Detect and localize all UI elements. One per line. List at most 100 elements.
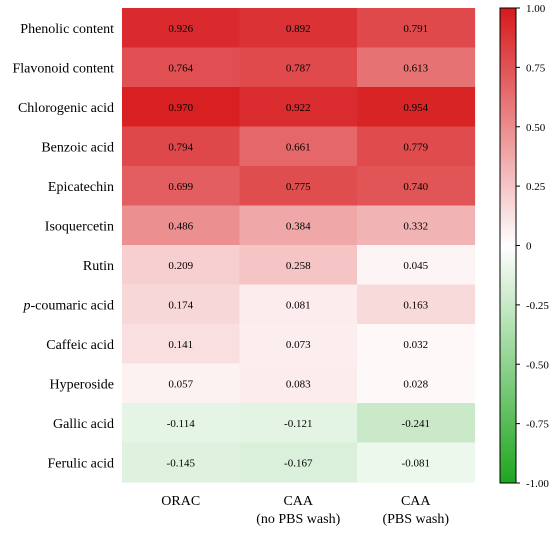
- cell-value-label: 0.613: [403, 62, 428, 74]
- cell-value-label: 0.163: [403, 299, 428, 311]
- row-label: Gallic acid: [53, 417, 114, 432]
- heatmap-cell: [122, 87, 241, 128]
- cell-value-label: 0.081: [286, 299, 311, 311]
- colorbar: 1.00 0.75 0.50 0.25 0 -0.25 -0.50 -0.75 -1.00: [499, 3, 549, 490]
- colorbar-tick-label: 1.00: [526, 3, 546, 15]
- heatmap-cell: [122, 126, 241, 167]
- row-labels: Phenolic content Flavonoid content Chlorog…: [13, 22, 115, 472]
- heatmap-cell: [122, 166, 241, 207]
- heatmap-cell: [357, 126, 476, 167]
- row-label: Chlorogenic acid: [18, 101, 114, 116]
- heatmap-cell: [357, 47, 476, 88]
- cell-value-label: 0.740: [403, 181, 428, 193]
- colorbar-gradient: [499, 7, 517, 484]
- heatmap-cell: [122, 324, 241, 365]
- cell-value-label: -0.145: [167, 457, 196, 469]
- heatmap-cell: [122, 363, 241, 404]
- heatmap-cell: [357, 403, 476, 444]
- colorbar-tick-label: 0: [526, 241, 532, 253]
- heatmap-cell: [239, 245, 358, 286]
- heatmap-cell: [357, 166, 476, 207]
- heatmap-cell: [239, 205, 358, 246]
- heatmap-cell: [239, 284, 358, 325]
- row-label: Epicatechin: [48, 180, 114, 195]
- colorbar-tick-label: -0.50: [526, 359, 549, 371]
- cell-value-label: 0.779: [403, 141, 428, 153]
- column-labels: ORAC CAA (no PBS wash) CAA (PBS wash): [161, 494, 449, 527]
- heatmap-cell: [239, 442, 358, 483]
- heatmap-cell: [239, 324, 358, 365]
- colorbar-tick-label: 0.75: [526, 62, 546, 74]
- cell-value-label: 0.332: [403, 220, 428, 232]
- cell-value-label: 0.384: [286, 220, 311, 232]
- cell-value-labels: 0.926 0.892 0.791 0.764 0.787 0.613 0.970 0.922…: [167, 23, 430, 470]
- heatmap-cell: [239, 87, 358, 128]
- heatmap-cell: [239, 8, 358, 49]
- cell-value-label: 0.970: [168, 102, 193, 114]
- cell-value-label: 0.791: [403, 23, 428, 35]
- cell-value-label: -0.121: [284, 418, 312, 430]
- heatmap-cell: [357, 284, 476, 325]
- cell-value-label: 0.926: [168, 23, 193, 35]
- heatmap-cell: [357, 442, 476, 483]
- heatmap-cell: [122, 403, 241, 444]
- column-label-subtitle: (no PBS wash): [256, 512, 340, 527]
- column-label: CAA: [283, 494, 313, 509]
- heatmap-cell: [239, 126, 358, 167]
- row-label: Caffeic acid: [46, 338, 114, 353]
- cell-value-label: 0.258: [286, 260, 311, 272]
- cell-value-label: 0.699: [168, 181, 193, 193]
- cell-value-label: 0.954: [403, 102, 428, 114]
- heatmap-cell: [357, 245, 476, 286]
- cell-value-label: -0.167: [284, 457, 313, 469]
- row-label: Phenolic content: [20, 22, 114, 37]
- heatmap-cell: [122, 284, 241, 325]
- colorbar-tick-label: -1.00: [526, 478, 549, 490]
- column-label-subtitle: (PBS wash): [382, 512, 449, 527]
- cell-value-label: 0.032: [403, 339, 428, 351]
- cell-value-label: 0.661: [286, 141, 311, 153]
- cell-value-label: -0.114: [167, 418, 196, 430]
- cell-value-label: 0.057: [168, 378, 193, 390]
- heatmap-cell: [122, 245, 241, 286]
- colorbar-tick-label: -0.25: [526, 300, 549, 312]
- row-label: Hyperoside: [49, 377, 114, 392]
- cell-value-label: 0.045: [403, 260, 428, 272]
- heatmap-cell: [239, 47, 358, 88]
- heatmap-cell: [122, 205, 241, 246]
- heatmap-cell: [357, 205, 476, 246]
- heatmap-cell: [239, 403, 358, 444]
- heatmap-cell: [239, 166, 358, 207]
- heatmap-cell: [239, 363, 358, 404]
- heatmap-cell: [357, 363, 476, 404]
- row-label: Isoquercetin: [45, 219, 114, 234]
- row-label: Flavonoid content: [13, 61, 115, 76]
- cell-value-label: 0.794: [168, 141, 193, 153]
- row-label: Ferulic acid: [48, 456, 114, 471]
- cell-value-label: 0.209: [168, 260, 193, 272]
- colorbar-tick-label: -0.75: [526, 419, 549, 431]
- row-label: Rutin: [83, 259, 114, 274]
- heatmap-cells: [122, 8, 476, 483]
- heatmap-cell: [122, 8, 241, 49]
- cell-value-label: -0.081: [402, 457, 430, 469]
- column-label: CAA: [401, 494, 431, 509]
- heatmap-cell: [122, 442, 241, 483]
- cell-value-label: 0.073: [286, 339, 311, 351]
- cell-value-label: 0.174: [168, 299, 193, 311]
- heatmap-cell: [357, 324, 476, 365]
- cell-value-label: 0.787: [286, 62, 311, 74]
- column-label: ORAC: [161, 494, 200, 509]
- heatmap-cell: [122, 47, 241, 88]
- cell-value-label: 0.028: [403, 378, 428, 390]
- cell-value-label: -0.241: [402, 418, 430, 430]
- cell-value-label: 0.083: [286, 378, 311, 390]
- heatmap-cell: [357, 8, 476, 49]
- heatmap-cell: [357, 87, 476, 128]
- cell-value-label: 0.486: [168, 220, 193, 232]
- colorbar-tick-label: 0.25: [526, 181, 546, 193]
- row-label: Benzoic acid: [41, 140, 114, 155]
- cell-value-label: 0.141: [168, 339, 193, 351]
